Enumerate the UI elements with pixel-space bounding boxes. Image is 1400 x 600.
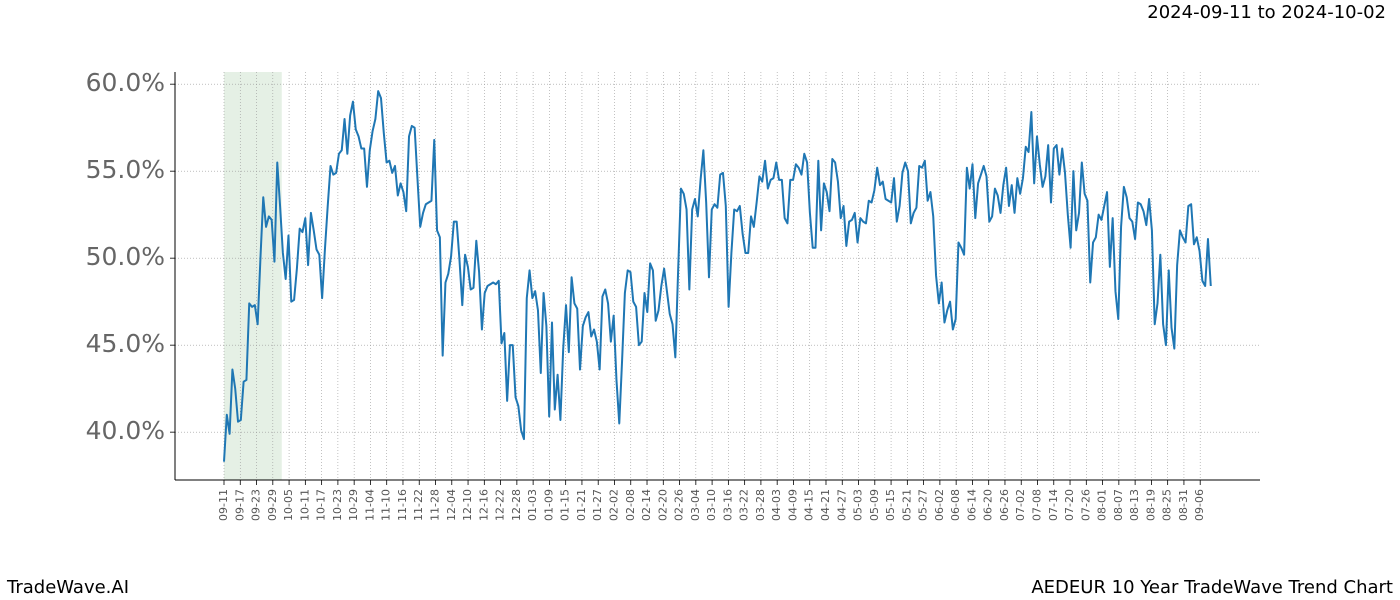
x-tick-label: 05-09 — [868, 489, 881, 521]
x-tick-label: 12-10 — [461, 489, 474, 521]
x-tick-label: 10-11 — [298, 489, 311, 521]
x-tick-label: 03-28 — [754, 489, 767, 521]
x-tick-label: 03-10 — [705, 489, 718, 521]
x-tick-label: 05-03 — [852, 489, 865, 521]
x-tick-label: 09-11 — [217, 489, 230, 521]
x-tick-label: 07-14 — [1047, 489, 1060, 521]
x-tick-label: 12-04 — [445, 489, 458, 521]
x-tick-label: 12-28 — [510, 489, 523, 521]
chart-subtitle: AEDEUR 10 Year TradeWave Trend Chart — [1031, 577, 1393, 598]
x-tick-label: 04-15 — [803, 489, 816, 521]
x-tick-label: 06-08 — [949, 489, 962, 521]
x-tick-label: 04-27 — [835, 489, 848, 521]
chart-title: 2024-09-11 to 2024-10-02 — [1147, 2, 1386, 23]
x-tick-label: 02-20 — [656, 489, 669, 521]
x-tick-label: 10-05 — [282, 489, 295, 521]
x-tick-label: 10-17 — [315, 489, 328, 521]
x-tick-label: 02-26 — [673, 489, 686, 521]
x-tick-label: 09-06 — [1193, 489, 1206, 521]
x-tick-label: 01-21 — [575, 489, 588, 521]
x-tick-label: 09-29 — [266, 489, 279, 521]
x-tick-label: 01-15 — [559, 489, 572, 521]
x-tick-label: 08-31 — [1177, 489, 1190, 521]
x-tick-label: 06-02 — [933, 489, 946, 521]
x-tick-label: 08-19 — [1144, 489, 1157, 521]
x-tick-label: 01-27 — [591, 489, 604, 521]
highlight-span — [224, 72, 282, 480]
x-tick-label: 12-22 — [494, 489, 507, 521]
brand: TradeWave.AI — [6, 577, 129, 598]
x-tick-label: 11-04 — [363, 489, 376, 521]
x-tick-label: 07-08 — [1031, 489, 1044, 521]
x-tick-label: 12-16 — [477, 489, 490, 521]
x-tick-label: 04-03 — [770, 489, 783, 521]
x-tick-label: 08-01 — [1096, 489, 1109, 521]
x-tick-label: 02-08 — [624, 489, 637, 521]
x-tick-label: 08-07 — [1112, 489, 1125, 521]
x-tick-label: 08-25 — [1161, 489, 1174, 521]
x-tick-label: 03-04 — [689, 489, 702, 521]
x-tick-label: 11-28 — [429, 489, 442, 521]
x-tick-label: 07-20 — [1063, 489, 1076, 521]
x-tick-label: 04-09 — [786, 489, 799, 521]
x-tick-label: 09-23 — [250, 489, 263, 521]
x-tick-label: 06-14 — [965, 489, 978, 521]
x-tick-label: 05-15 — [884, 489, 897, 521]
x-tick-label: 06-26 — [998, 489, 1011, 521]
x-tick-label: 11-10 — [380, 489, 393, 521]
x-tick-label: 03-16 — [721, 489, 734, 521]
x-tick-label: 04-21 — [819, 489, 832, 521]
x-tick-label: 07-26 — [1079, 489, 1092, 521]
x-tick-label: 08-13 — [1128, 489, 1141, 521]
x-tick-label: 05-21 — [900, 489, 913, 521]
x-tick-label: 02-02 — [607, 489, 620, 521]
x-tick-label: 01-03 — [526, 489, 539, 521]
x-tick-label: 01-09 — [542, 489, 555, 521]
y-tick-label: 40.0% — [86, 416, 165, 445]
x-tick-label: 06-20 — [982, 489, 995, 521]
y-tick-label: 45.0% — [86, 329, 165, 358]
x-tick-label: 09-17 — [233, 489, 246, 521]
x-tick-label: 02-14 — [640, 489, 653, 521]
x-tick-label: 10-29 — [347, 489, 360, 521]
y-tick-label: 50.0% — [86, 242, 165, 271]
y-tick-label: 60.0% — [86, 68, 165, 97]
trend-line — [223, 90, 1212, 462]
x-tick-label: 03-22 — [738, 489, 751, 521]
x-tick-label: 07-02 — [1014, 489, 1027, 521]
x-tick-label: 11-16 — [396, 489, 409, 521]
x-tick-label: 10-23 — [331, 489, 344, 521]
x-tick-label: 11-22 — [412, 489, 425, 521]
x-tick-label: 05-27 — [917, 489, 930, 521]
y-tick-label: 55.0% — [86, 155, 165, 184]
